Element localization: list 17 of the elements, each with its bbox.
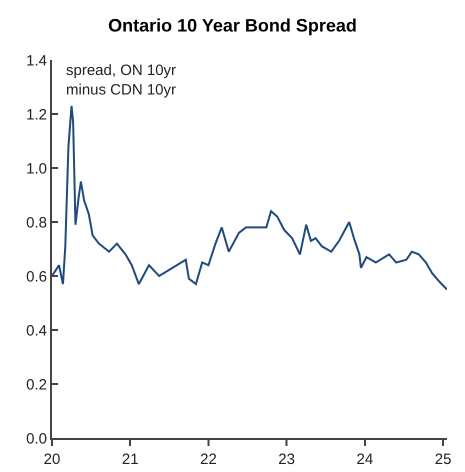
annotation: spread, ON 10yr minus CDN 10yr (66, 62, 176, 98)
y-tick-label: 0.0 (26, 430, 47, 448)
x-tick-label: 23 (278, 451, 295, 468)
x-tick-label: 20 (44, 451, 60, 468)
y-tick-label: 0.6 (26, 268, 47, 286)
y-tick-label: 1.4 (26, 52, 47, 70)
x-tick-label: 22 (200, 451, 217, 468)
y-tick-label: 1.0 (26, 160, 47, 178)
line-series (52, 104, 447, 290)
y-tick-label: 0.8 (26, 214, 47, 232)
y-tick-label: 0.4 (26, 322, 47, 340)
y-tick-label: 0.2 (26, 376, 47, 394)
y-tick-label: 1.2 (26, 106, 47, 124)
x-tick-label: 21 (122, 451, 139, 468)
chart-title: Ontario 10 Year Bond Spread (108, 15, 357, 36)
x-tick-label: 24 (356, 451, 374, 468)
x-tick-label: 25 (434, 451, 452, 468)
